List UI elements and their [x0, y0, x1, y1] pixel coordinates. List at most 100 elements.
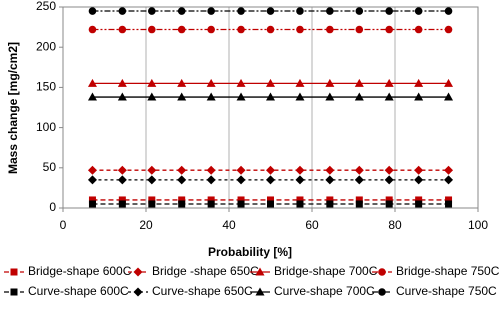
marker: [177, 92, 187, 101]
x-axis-title: Probability [%]: [208, 245, 292, 259]
marker: [88, 25, 97, 34]
marker: [296, 200, 304, 208]
legend-marker: [378, 288, 386, 296]
marker: [414, 7, 423, 15]
marker: [445, 200, 453, 208]
marker: [444, 165, 454, 175]
marker: [385, 196, 393, 204]
marker: [355, 196, 363, 204]
x-tick-label: 60: [305, 218, 319, 232]
marker: [296, 25, 304, 34]
marker: [118, 200, 126, 208]
marker: [355, 7, 364, 15]
x-tick-label: 80: [388, 218, 402, 232]
marker: [384, 175, 394, 185]
marker: [117, 92, 127, 101]
legend-label: Bridge -shape 650C: [152, 264, 259, 278]
marker: [296, 196, 304, 204]
y-axis-title: Mass change [mg/cm2]: [6, 42, 20, 174]
y-tick-label: 250: [36, 0, 56, 13]
marker: [354, 78, 364, 87]
marker: [117, 165, 127, 175]
marker: [177, 165, 187, 175]
marker: [118, 25, 127, 34]
x-tick-label: 0: [60, 218, 67, 232]
marker: [385, 25, 393, 34]
marker: [148, 200, 156, 208]
marker: [237, 200, 245, 208]
marker: [237, 196, 245, 204]
marker: [147, 92, 157, 101]
marker: [326, 7, 334, 15]
marker: [325, 78, 335, 87]
marker: [178, 200, 186, 208]
marker: [325, 165, 335, 175]
marker: [326, 25, 334, 34]
marker: [148, 25, 156, 34]
marker: [206, 78, 216, 87]
legend-label: Bridge-shape 750C: [396, 264, 500, 278]
marker: [414, 25, 423, 34]
marker: [177, 25, 186, 34]
y-tick-label: 200: [36, 39, 56, 53]
legend-label: Bridge-shape 700C: [274, 264, 378, 278]
marker: [325, 92, 335, 101]
marker: [444, 92, 454, 101]
marker: [295, 165, 305, 175]
y-tick-label: 0: [49, 200, 56, 214]
marker: [148, 7, 156, 15]
marker: [295, 175, 305, 185]
x-tick-label: 40: [222, 218, 236, 232]
marker: [266, 175, 275, 185]
marker: [414, 92, 424, 101]
marker: [147, 165, 157, 175]
marker: [385, 7, 393, 15]
marker: [177, 7, 186, 15]
legend-marker: [133, 287, 143, 297]
marker: [237, 25, 245, 34]
marker: [354, 165, 364, 175]
marker: [207, 25, 215, 34]
marker: [266, 7, 275, 15]
marker: [266, 25, 275, 34]
y-tick-label: 150: [36, 80, 56, 94]
marker: [444, 7, 453, 15]
marker: [88, 200, 96, 208]
marker: [326, 200, 334, 208]
marker: [295, 92, 305, 101]
marker: [384, 78, 394, 87]
marker: [207, 200, 215, 208]
marker: [267, 196, 274, 204]
legend-marker: [378, 268, 386, 276]
legend-marker: [10, 288, 18, 296]
legend-label: Bridge-shape 600C: [28, 264, 132, 278]
marker: [266, 92, 275, 101]
marker: [178, 196, 186, 204]
y-tick-label: 100: [36, 120, 56, 134]
x-tick-label: 20: [139, 218, 153, 232]
legend-marker: [255, 267, 265, 276]
marker: [444, 175, 454, 185]
marker: [118, 196, 126, 204]
marker: [414, 165, 424, 175]
marker: [267, 200, 274, 208]
marker: [384, 92, 394, 101]
y-tick-label: 50: [43, 160, 57, 174]
marker: [117, 175, 127, 185]
marker: [118, 7, 127, 15]
marker: [147, 175, 157, 185]
marker: [445, 196, 453, 204]
marker: [177, 175, 187, 185]
marker: [414, 78, 424, 87]
marker: [326, 196, 334, 204]
marker: [88, 7, 97, 15]
marker: [87, 92, 97, 101]
marker: [236, 78, 246, 87]
marker: [207, 196, 215, 204]
marker: [266, 78, 275, 87]
marker: [355, 25, 364, 34]
marker: [236, 175, 246, 185]
legend-marker: [133, 267, 143, 277]
marker: [87, 175, 97, 185]
marker: [206, 175, 216, 185]
